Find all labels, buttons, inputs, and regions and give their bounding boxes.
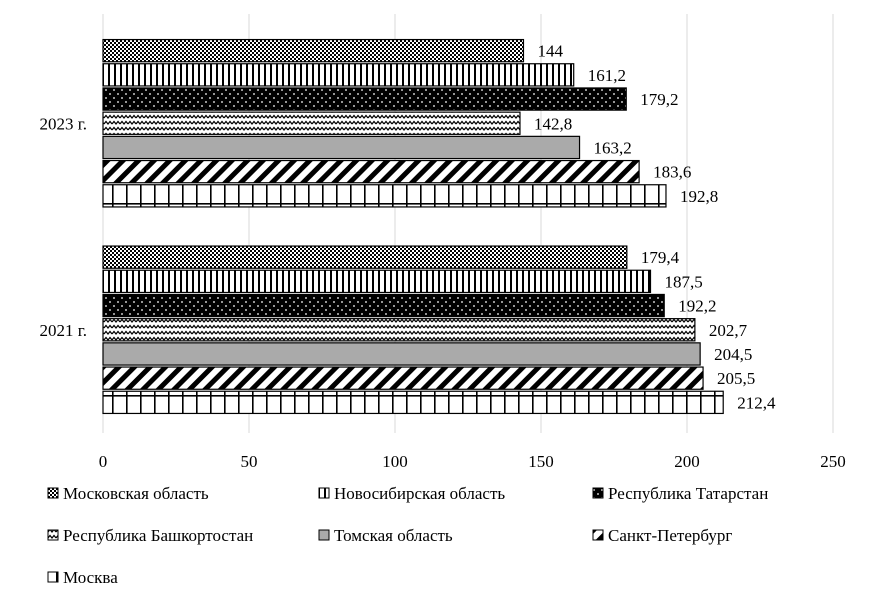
legend-swatch xyxy=(47,571,59,583)
data-label: 179,4 xyxy=(641,248,680,267)
axes: 2023 г. 2021 г. 0 50 100 150 200 250 xyxy=(39,114,845,471)
legend-label: Томская область xyxy=(334,526,453,545)
data-label: 161,2 xyxy=(588,66,626,85)
bar xyxy=(102,318,696,342)
x-tick-label: 200 xyxy=(674,452,700,471)
bar xyxy=(102,184,667,208)
legend-swatch xyxy=(592,487,604,499)
data-label: 204,5 xyxy=(714,345,752,364)
data-labels: 144 161,2 179,2 142,8 163,2 183,6 192,8 179,4 18… xyxy=(534,42,776,413)
category-label: 2021 г. xyxy=(39,321,87,340)
bar xyxy=(102,245,628,269)
legend-swatch xyxy=(318,487,330,499)
data-label: 179,2 xyxy=(640,90,678,109)
legend-label: Новосибирская область xyxy=(334,484,505,503)
data-label: 187,5 xyxy=(665,272,703,291)
bars xyxy=(102,38,724,415)
bar xyxy=(102,111,521,135)
bar xyxy=(102,390,724,415)
bar xyxy=(102,159,640,184)
legend-label: Московская область xyxy=(63,484,209,503)
bar xyxy=(102,366,704,390)
legend-swatch xyxy=(318,529,330,541)
legend-swatch xyxy=(47,487,59,499)
bar xyxy=(102,63,575,87)
data-label: 142,8 xyxy=(534,114,572,133)
category-label: 2023 г. xyxy=(39,114,87,133)
data-label: 212,4 xyxy=(737,393,776,412)
data-label: 192,8 xyxy=(680,187,718,206)
bar xyxy=(102,38,525,63)
legend-label: Москва xyxy=(63,568,118,587)
bar xyxy=(102,87,627,111)
data-label: 183,6 xyxy=(653,163,691,182)
x-tick-label: 250 xyxy=(820,452,846,471)
bar xyxy=(102,293,665,318)
legend-label: Республика Башкортостан xyxy=(63,526,253,545)
bar xyxy=(102,269,652,294)
legend-swatch xyxy=(592,529,604,541)
x-tick-label: 50 xyxy=(241,452,258,471)
x-tick-label: 150 xyxy=(528,452,554,471)
legend-swatch xyxy=(47,529,59,541)
legend-label: Республика Татарстан xyxy=(608,484,768,503)
data-label: 205,5 xyxy=(717,369,755,388)
bar xyxy=(102,342,701,366)
data-label: 202,7 xyxy=(709,321,748,340)
data-label: 163,2 xyxy=(594,138,632,157)
legend: Московская область Новосибирская область Р… xyxy=(47,484,768,587)
data-label: 144 xyxy=(537,42,563,61)
bar xyxy=(102,135,581,160)
x-tick-label: 100 xyxy=(382,452,408,471)
data-label: 192,2 xyxy=(678,297,716,316)
x-tick-label: 0 xyxy=(99,452,108,471)
legend-label: Санкт-Петербург xyxy=(608,526,732,545)
